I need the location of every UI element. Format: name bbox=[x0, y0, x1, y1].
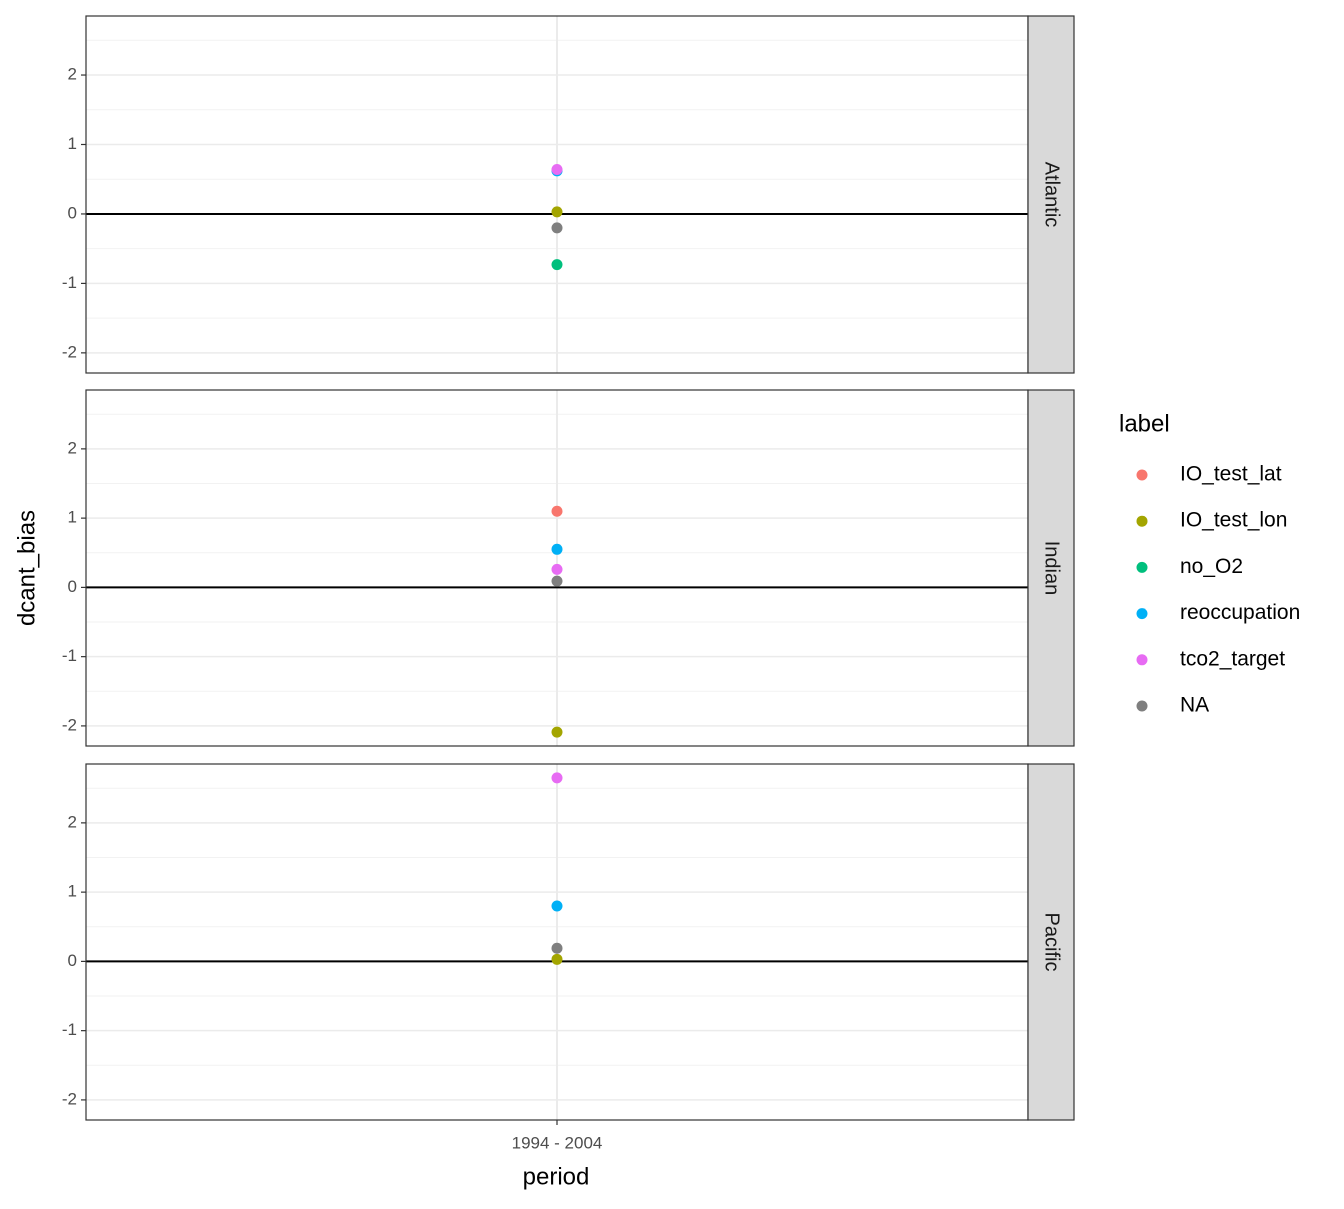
y-tick-label: -1 bbox=[62, 1020, 77, 1039]
strip bbox=[1027, 389, 1075, 747]
point bbox=[551, 726, 563, 738]
legend-label: reoccupation bbox=[1180, 601, 1300, 624]
point bbox=[551, 222, 563, 234]
legend-key bbox=[1136, 608, 1148, 620]
point bbox=[551, 259, 563, 271]
legend-label: IO_test_lat bbox=[1180, 463, 1282, 486]
point bbox=[551, 206, 563, 218]
y-tick-label: 2 bbox=[68, 438, 77, 457]
point bbox=[551, 543, 563, 555]
legend-key bbox=[1136, 561, 1148, 573]
x-tick-label: 1994 - 2004 bbox=[512, 1133, 603, 1152]
y-tick-label: -1 bbox=[62, 646, 77, 665]
legend-key bbox=[1136, 700, 1148, 712]
y-tick-label: 2 bbox=[68, 812, 77, 831]
point bbox=[551, 772, 563, 784]
legend-key bbox=[1136, 469, 1148, 481]
y-tick-label: -2 bbox=[62, 715, 77, 734]
y-tick-label: 1 bbox=[68, 882, 77, 901]
x-axis-title: period bbox=[523, 1163, 590, 1190]
legend-label: no_O2 bbox=[1180, 555, 1243, 578]
strip-label: Indian bbox=[1041, 541, 1063, 596]
y-tick-label: 1 bbox=[68, 134, 77, 153]
y-tick-label: 0 bbox=[68, 203, 77, 222]
legend-key bbox=[1136, 515, 1148, 527]
legend-title: label bbox=[1119, 410, 1170, 437]
legend-label: tco2_target bbox=[1180, 647, 1285, 670]
point bbox=[551, 563, 563, 575]
y-tick-label: 0 bbox=[68, 951, 77, 970]
y-axis-title: dcant_bias bbox=[13, 510, 40, 626]
legend-key bbox=[1136, 654, 1148, 666]
point bbox=[551, 953, 563, 965]
strip-label: Pacific bbox=[1041, 913, 1063, 972]
point bbox=[551, 575, 563, 587]
y-tick-label: -2 bbox=[62, 342, 77, 361]
strip bbox=[1027, 763, 1075, 1121]
y-tick-label: 1 bbox=[68, 508, 77, 527]
y-tick-label: 0 bbox=[68, 577, 77, 596]
point bbox=[551, 900, 563, 912]
point bbox=[551, 505, 563, 517]
strip-label: Atlantic bbox=[1041, 162, 1063, 228]
legend-label: NA bbox=[1180, 694, 1209, 717]
y-tick-label: 2 bbox=[68, 65, 77, 84]
y-tick-label: -1 bbox=[62, 273, 77, 292]
legend-label: IO_test_lon bbox=[1180, 509, 1287, 532]
y-tick-label: -2 bbox=[62, 1089, 77, 1108]
strip bbox=[1027, 15, 1075, 374]
point bbox=[551, 942, 563, 954]
point bbox=[551, 163, 563, 175]
